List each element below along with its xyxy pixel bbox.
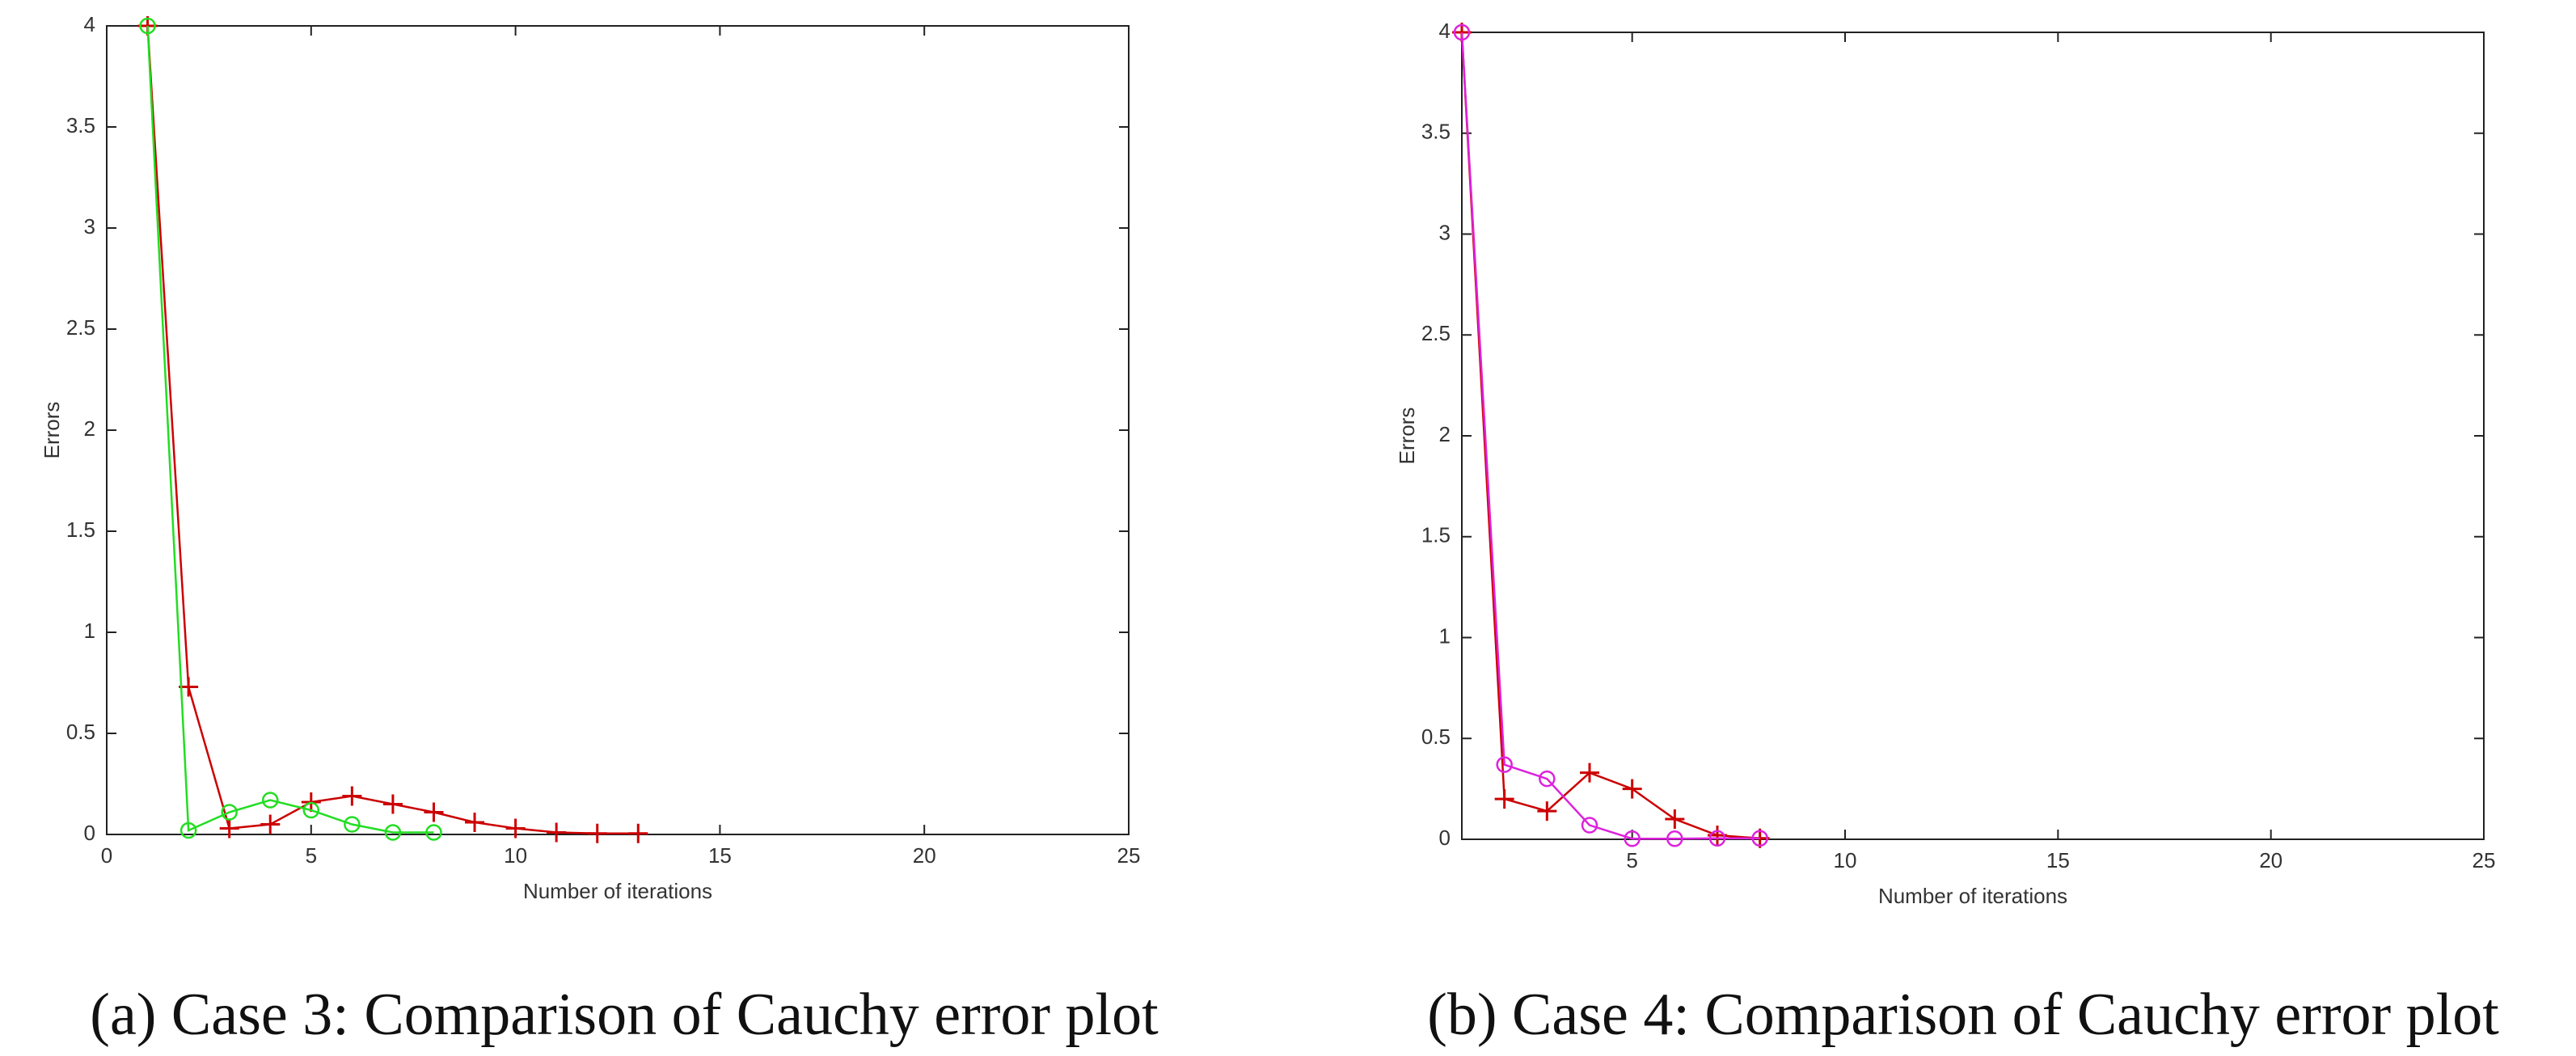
y-tick-label: 2.5 bbox=[1421, 321, 1451, 345]
x-tick-label: 15 bbox=[708, 843, 732, 868]
y-tick-label: 1 bbox=[1439, 623, 1451, 648]
y-tick-label: 0 bbox=[1439, 826, 1451, 850]
y-tick-label: 2 bbox=[1439, 422, 1451, 446]
series-line bbox=[1460, 32, 1760, 840]
y-tick-label: 3 bbox=[1439, 220, 1451, 244]
point-marker bbox=[425, 824, 442, 841]
point-marker bbox=[424, 802, 444, 822]
point-marker bbox=[1622, 779, 1642, 799]
series-line bbox=[1460, 32, 1760, 839]
y-tick-label: 0 bbox=[84, 821, 95, 845]
y-tick-label: 3 bbox=[84, 214, 95, 239]
point-marker bbox=[302, 801, 320, 819]
series-line bbox=[146, 25, 639, 834]
point-marker bbox=[1537, 801, 1557, 822]
plot-frame bbox=[106, 25, 1130, 835]
point-marker bbox=[139, 17, 156, 35]
point-marker bbox=[587, 823, 607, 843]
y-tick-label: 1 bbox=[84, 619, 95, 643]
point-marker bbox=[179, 822, 197, 839]
point-marker bbox=[1665, 809, 1685, 830]
x-tick-label: 10 bbox=[1834, 848, 1857, 872]
series-line bbox=[146, 25, 434, 834]
point-marker bbox=[1581, 817, 1598, 834]
point-marker bbox=[1580, 762, 1599, 783]
point-marker bbox=[260, 814, 281, 834]
y-tick-label: 0.5 bbox=[66, 720, 95, 744]
caption: (a) Case 3: Comparison of Cauchy error p… bbox=[90, 982, 1159, 1048]
y-tick-label: 1.5 bbox=[66, 517, 95, 542]
x-tick-label: 20 bbox=[2259, 848, 2283, 872]
point-marker bbox=[628, 823, 648, 843]
point-marker bbox=[465, 813, 485, 832]
y-axis-label: Errors bbox=[40, 402, 64, 459]
y-tick-label: 3.5 bbox=[66, 113, 95, 137]
point-marker bbox=[382, 794, 403, 814]
x-tick-label: 15 bbox=[2046, 848, 2070, 872]
x-tick-label: 5 bbox=[1626, 848, 1637, 872]
point-marker bbox=[1666, 830, 1683, 847]
point-marker bbox=[1496, 756, 1513, 773]
y-tick-label: 2.5 bbox=[66, 315, 95, 340]
point-marker bbox=[219, 818, 239, 838]
point-marker bbox=[261, 792, 279, 809]
y-tick-label: 1.5 bbox=[1421, 523, 1451, 547]
point-marker bbox=[384, 824, 402, 841]
y-tick-label: 4 bbox=[1439, 19, 1451, 43]
point-marker bbox=[342, 786, 362, 806]
point-marker bbox=[221, 804, 238, 821]
point-marker bbox=[344, 816, 361, 833]
x-axis-label: Number of iterations bbox=[523, 879, 712, 903]
point-marker bbox=[505, 818, 526, 838]
x-tick-label: 5 bbox=[306, 843, 317, 868]
point-marker bbox=[1539, 770, 1556, 788]
x-tick-label: 10 bbox=[504, 843, 527, 868]
x-tick-label: 20 bbox=[913, 843, 936, 868]
y-tick-label: 4 bbox=[84, 12, 95, 36]
point-marker bbox=[547, 822, 567, 843]
plot-frame bbox=[1461, 32, 2485, 840]
x-tick-label: 25 bbox=[2473, 848, 2496, 872]
x-tick-label: 25 bbox=[1117, 843, 1141, 868]
point-marker bbox=[1494, 789, 1514, 809]
x-axis-label: Number of iterations bbox=[1878, 884, 2067, 908]
caption: (b) Case 4: Comparison of Cauchy error p… bbox=[1427, 982, 2499, 1048]
y-axis-label: Errors bbox=[1395, 408, 1419, 465]
point-marker bbox=[1453, 23, 1471, 41]
x-tick-label: 0 bbox=[101, 843, 112, 868]
y-tick-label: 3.5 bbox=[1421, 120, 1451, 144]
y-tick-label: 2 bbox=[84, 416, 95, 441]
point-marker bbox=[1624, 830, 1641, 847]
point-marker bbox=[1751, 830, 1768, 847]
point-marker bbox=[1708, 830, 1726, 847]
y-tick-label: 0.5 bbox=[1421, 724, 1451, 749]
